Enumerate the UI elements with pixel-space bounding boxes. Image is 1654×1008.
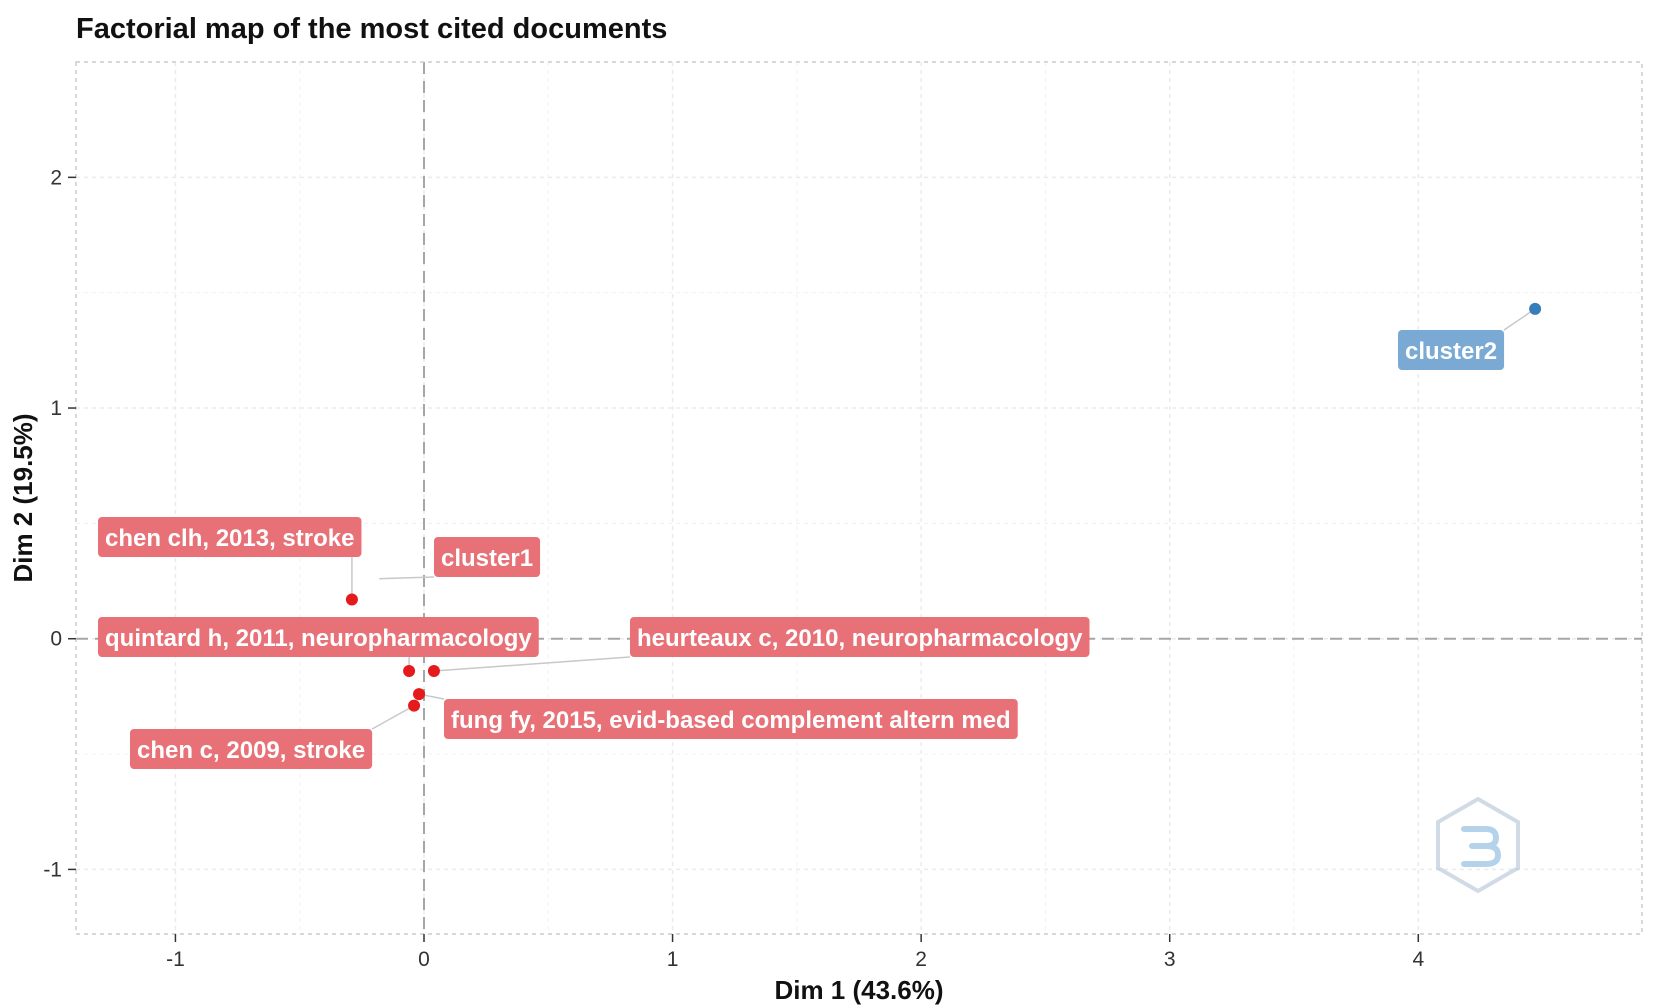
point-label-text: chen clh, 2013, stroke: [105, 525, 354, 552]
x-tick-label: 2: [915, 948, 927, 971]
plot-panel-border: [75, 61, 1643, 935]
y-tick-label: 0: [50, 628, 62, 651]
point-label-box: [98, 517, 362, 557]
label-leader-lines: [351, 308, 1536, 730]
point-label-box: [1398, 330, 1505, 370]
label-leader-line: [371, 704, 415, 730]
grid-lines: [76, 62, 1642, 934]
y-axis-ticks: -1 0 1 2: [43, 166, 76, 881]
x-axis-title: Dim 1 (43.6%): [774, 975, 943, 1005]
point-label: quintard h, 2011, neuropharmacology: [98, 617, 539, 657]
label-leader-line: [379, 576, 435, 580]
bibliometrix-logo: [1436, 796, 1520, 894]
point-label-text: quintard h, 2011, neuropharmacology: [105, 625, 532, 652]
data-point-cluster1: [427, 665, 440, 678]
x-tick-label: -1: [166, 948, 185, 971]
point-label-box: [434, 537, 541, 577]
x-tick-label: 1: [667, 948, 679, 971]
point-label-box: [444, 699, 1018, 739]
point-label: fung fy, 2015, evid-based complement alt…: [444, 699, 1018, 739]
y-axis-title: Dim 2 (19.5%): [8, 413, 38, 582]
point-label: cluster1: [434, 537, 541, 577]
point-label: heurteaux c, 2010, neuropharmacology: [630, 617, 1090, 657]
reference-lines: [76, 62, 1642, 934]
data-point-cluster1: [403, 665, 416, 678]
point-label-text: chen c, 2009, stroke: [137, 737, 365, 764]
data-points: [345, 302, 1542, 712]
y-tick-label: -1: [43, 858, 62, 881]
point-label-box: [130, 729, 373, 769]
data-point-cluster1: [413, 688, 426, 701]
x-tick-label: 4: [1412, 948, 1424, 971]
point-label-text: cluster1: [441, 545, 533, 572]
point-label-text: cluster2: [1405, 338, 1497, 365]
point-label-text: fung fy, 2015, evid-based complement alt…: [451, 707, 1011, 734]
data-point-cluster1: [408, 699, 421, 712]
x-axis-ticks: -1 0 1 2 3 4: [166, 934, 1424, 971]
y-tick-label: 1: [50, 397, 62, 420]
x-tick-label: 0: [418, 948, 430, 971]
data-point-cluster1: [345, 593, 358, 606]
label-leader-line: [1503, 308, 1536, 331]
point-label-box: [98, 617, 539, 657]
chart-title: Factorial map of the most cited document…: [76, 13, 667, 45]
point-label-box: [630, 617, 1090, 657]
point-label: chen c, 2009, stroke: [130, 729, 373, 769]
point-label: chen clh, 2013, stroke: [98, 517, 362, 557]
data-point-cluster2: [1529, 302, 1542, 315]
x-tick-label: 3: [1164, 948, 1176, 971]
point-label: cluster2: [1398, 330, 1505, 370]
label-leader-line: [433, 656, 631, 672]
y-tick-label: 2: [50, 166, 62, 189]
point-label-text: heurteaux c, 2010, neuropharmacology: [637, 625, 1083, 652]
point-labels: chen clh, 2013, stroke cluster1 quintard h…: [98, 330, 1505, 769]
